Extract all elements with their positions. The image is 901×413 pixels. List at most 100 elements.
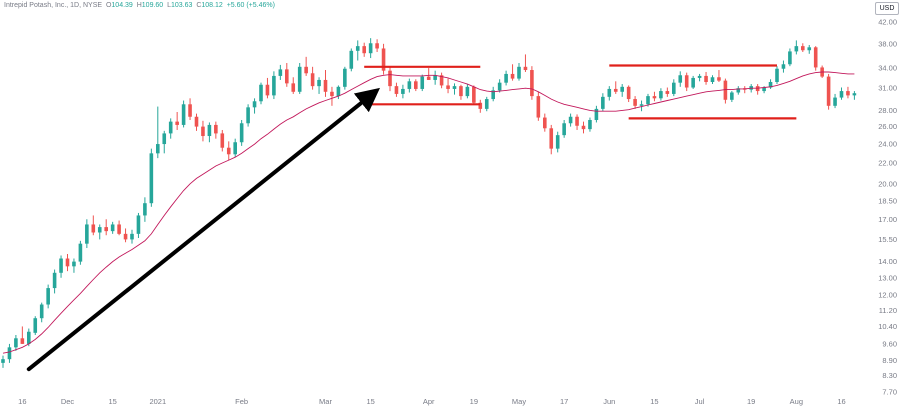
candle-body[interactable]: [697, 75, 702, 78]
candle-body[interactable]: [439, 75, 444, 86]
candle-body[interactable]: [265, 84, 270, 96]
candle-body[interactable]: [46, 288, 50, 305]
candle-body[interactable]: [381, 48, 386, 71]
candle-body[interactable]: [401, 88, 405, 94]
candle-body[interactable]: [317, 79, 321, 87]
candle-body[interactable]: [562, 123, 566, 136]
candle-body[interactable]: [168, 121, 173, 134]
candle-body[interactable]: [433, 75, 437, 80]
candle-body[interactable]: [581, 125, 586, 130]
candle-body[interactable]: [259, 84, 263, 102]
candle-body[interactable]: [1, 359, 5, 363]
candle-body[interactable]: [678, 75, 683, 83]
candle-body[interactable]: [794, 46, 799, 52]
candle-body[interactable]: [543, 117, 547, 129]
candle-body[interactable]: [426, 76, 431, 80]
candle-body[interactable]: [310, 73, 315, 87]
candle-body[interactable]: [575, 116, 579, 126]
candle-body[interactable]: [652, 96, 657, 99]
candle-body[interactable]: [568, 116, 573, 124]
candle-body[interactable]: [710, 77, 715, 82]
candle-body[interactable]: [601, 96, 605, 109]
currency-button[interactable]: USD: [875, 2, 899, 15]
candle-body[interactable]: [646, 96, 650, 105]
candle-body[interactable]: [59, 258, 63, 273]
candle-body[interactable]: [446, 85, 450, 89]
candle-body[interactable]: [343, 68, 347, 87]
candle-body[interactable]: [781, 64, 786, 69]
candle-body[interactable]: [226, 147, 231, 155]
candle-body[interactable]: [130, 233, 134, 240]
candle-body[interactable]: [717, 77, 721, 81]
candle-body[interactable]: [762, 87, 766, 92]
candle-body[interactable]: [530, 70, 534, 97]
candle-body[interactable]: [620, 86, 624, 92]
candle-body[interactable]: [775, 68, 779, 82]
candle-body[interactable]: [375, 43, 379, 49]
candle-body[interactable]: [826, 76, 831, 106]
candle-body[interactable]: [807, 47, 812, 51]
candle-body[interactable]: [788, 51, 792, 65]
candle-body[interactable]: [297, 66, 302, 92]
candle-body[interactable]: [459, 86, 463, 97]
candle-body[interactable]: [465, 86, 470, 97]
candle-body[interactable]: [691, 77, 695, 88]
candle-body[interactable]: [555, 135, 560, 149]
candle-body[interactable]: [33, 318, 38, 333]
candle-body[interactable]: [549, 128, 554, 149]
candle-body[interactable]: [833, 97, 837, 106]
candle-body[interactable]: [672, 82, 676, 94]
candle-body[interactable]: [291, 83, 296, 92]
candle-body[interactable]: [285, 69, 289, 84]
candle-body[interactable]: [72, 261, 76, 267]
candle-body[interactable]: [149, 153, 154, 204]
candle-body[interactable]: [246, 107, 250, 124]
candle-body[interactable]: [839, 91, 844, 98]
candle-body[interactable]: [613, 88, 618, 92]
candle-body[interactable]: [278, 69, 283, 76]
candle-body[interactable]: [104, 227, 108, 232]
candle-body[interactable]: [407, 81, 412, 89]
candle-body[interactable]: [272, 75, 276, 96]
candle-body[interactable]: [220, 133, 225, 148]
candle-body[interactable]: [723, 80, 728, 100]
candle-body[interactable]: [730, 92, 734, 100]
candle-body[interactable]: [510, 73, 515, 79]
candle-body[interactable]: [523, 66, 528, 71]
candle-body[interactable]: [14, 338, 18, 348]
candle-body[interactable]: [162, 133, 167, 145]
candle-body[interactable]: [136, 215, 141, 234]
candle-body[interactable]: [194, 116, 199, 127]
candle-body[interactable]: [536, 96, 541, 118]
candle-body[interactable]: [336, 86, 341, 97]
candle-body[interactable]: [207, 124, 212, 137]
candle-body[interactable]: [491, 90, 495, 100]
candle-body[interactable]: [85, 224, 89, 244]
candle-body[interactable]: [252, 101, 257, 108]
candle-body[interactable]: [394, 86, 399, 94]
candle-body[interactable]: [846, 91, 850, 96]
candle-body[interactable]: [188, 104, 192, 117]
candle-body[interactable]: [801, 46, 805, 51]
candle-body[interactable]: [633, 99, 637, 106]
candle-body[interactable]: [91, 224, 96, 233]
candle-body[interactable]: [388, 70, 392, 87]
candle-body[interactable]: [665, 91, 670, 94]
candle-body[interactable]: [684, 75, 689, 88]
candle-body[interactable]: [639, 104, 644, 106]
candle-body[interactable]: [123, 233, 128, 240]
candle-body[interactable]: [452, 86, 457, 89]
candle-body[interactable]: [355, 46, 360, 51]
candle-body[interactable]: [323, 79, 328, 92]
candle-body[interactable]: [472, 86, 476, 103]
candle-body[interactable]: [607, 88, 612, 97]
candle-body[interactable]: [478, 102, 483, 109]
candle-body[interactable]: [156, 144, 160, 154]
candle-body[interactable]: [330, 91, 334, 97]
candle-body[interactable]: [484, 99, 489, 109]
candle-body[interactable]: [7, 347, 12, 360]
candle-body[interactable]: [117, 224, 121, 234]
candle-body[interactable]: [78, 243, 83, 262]
